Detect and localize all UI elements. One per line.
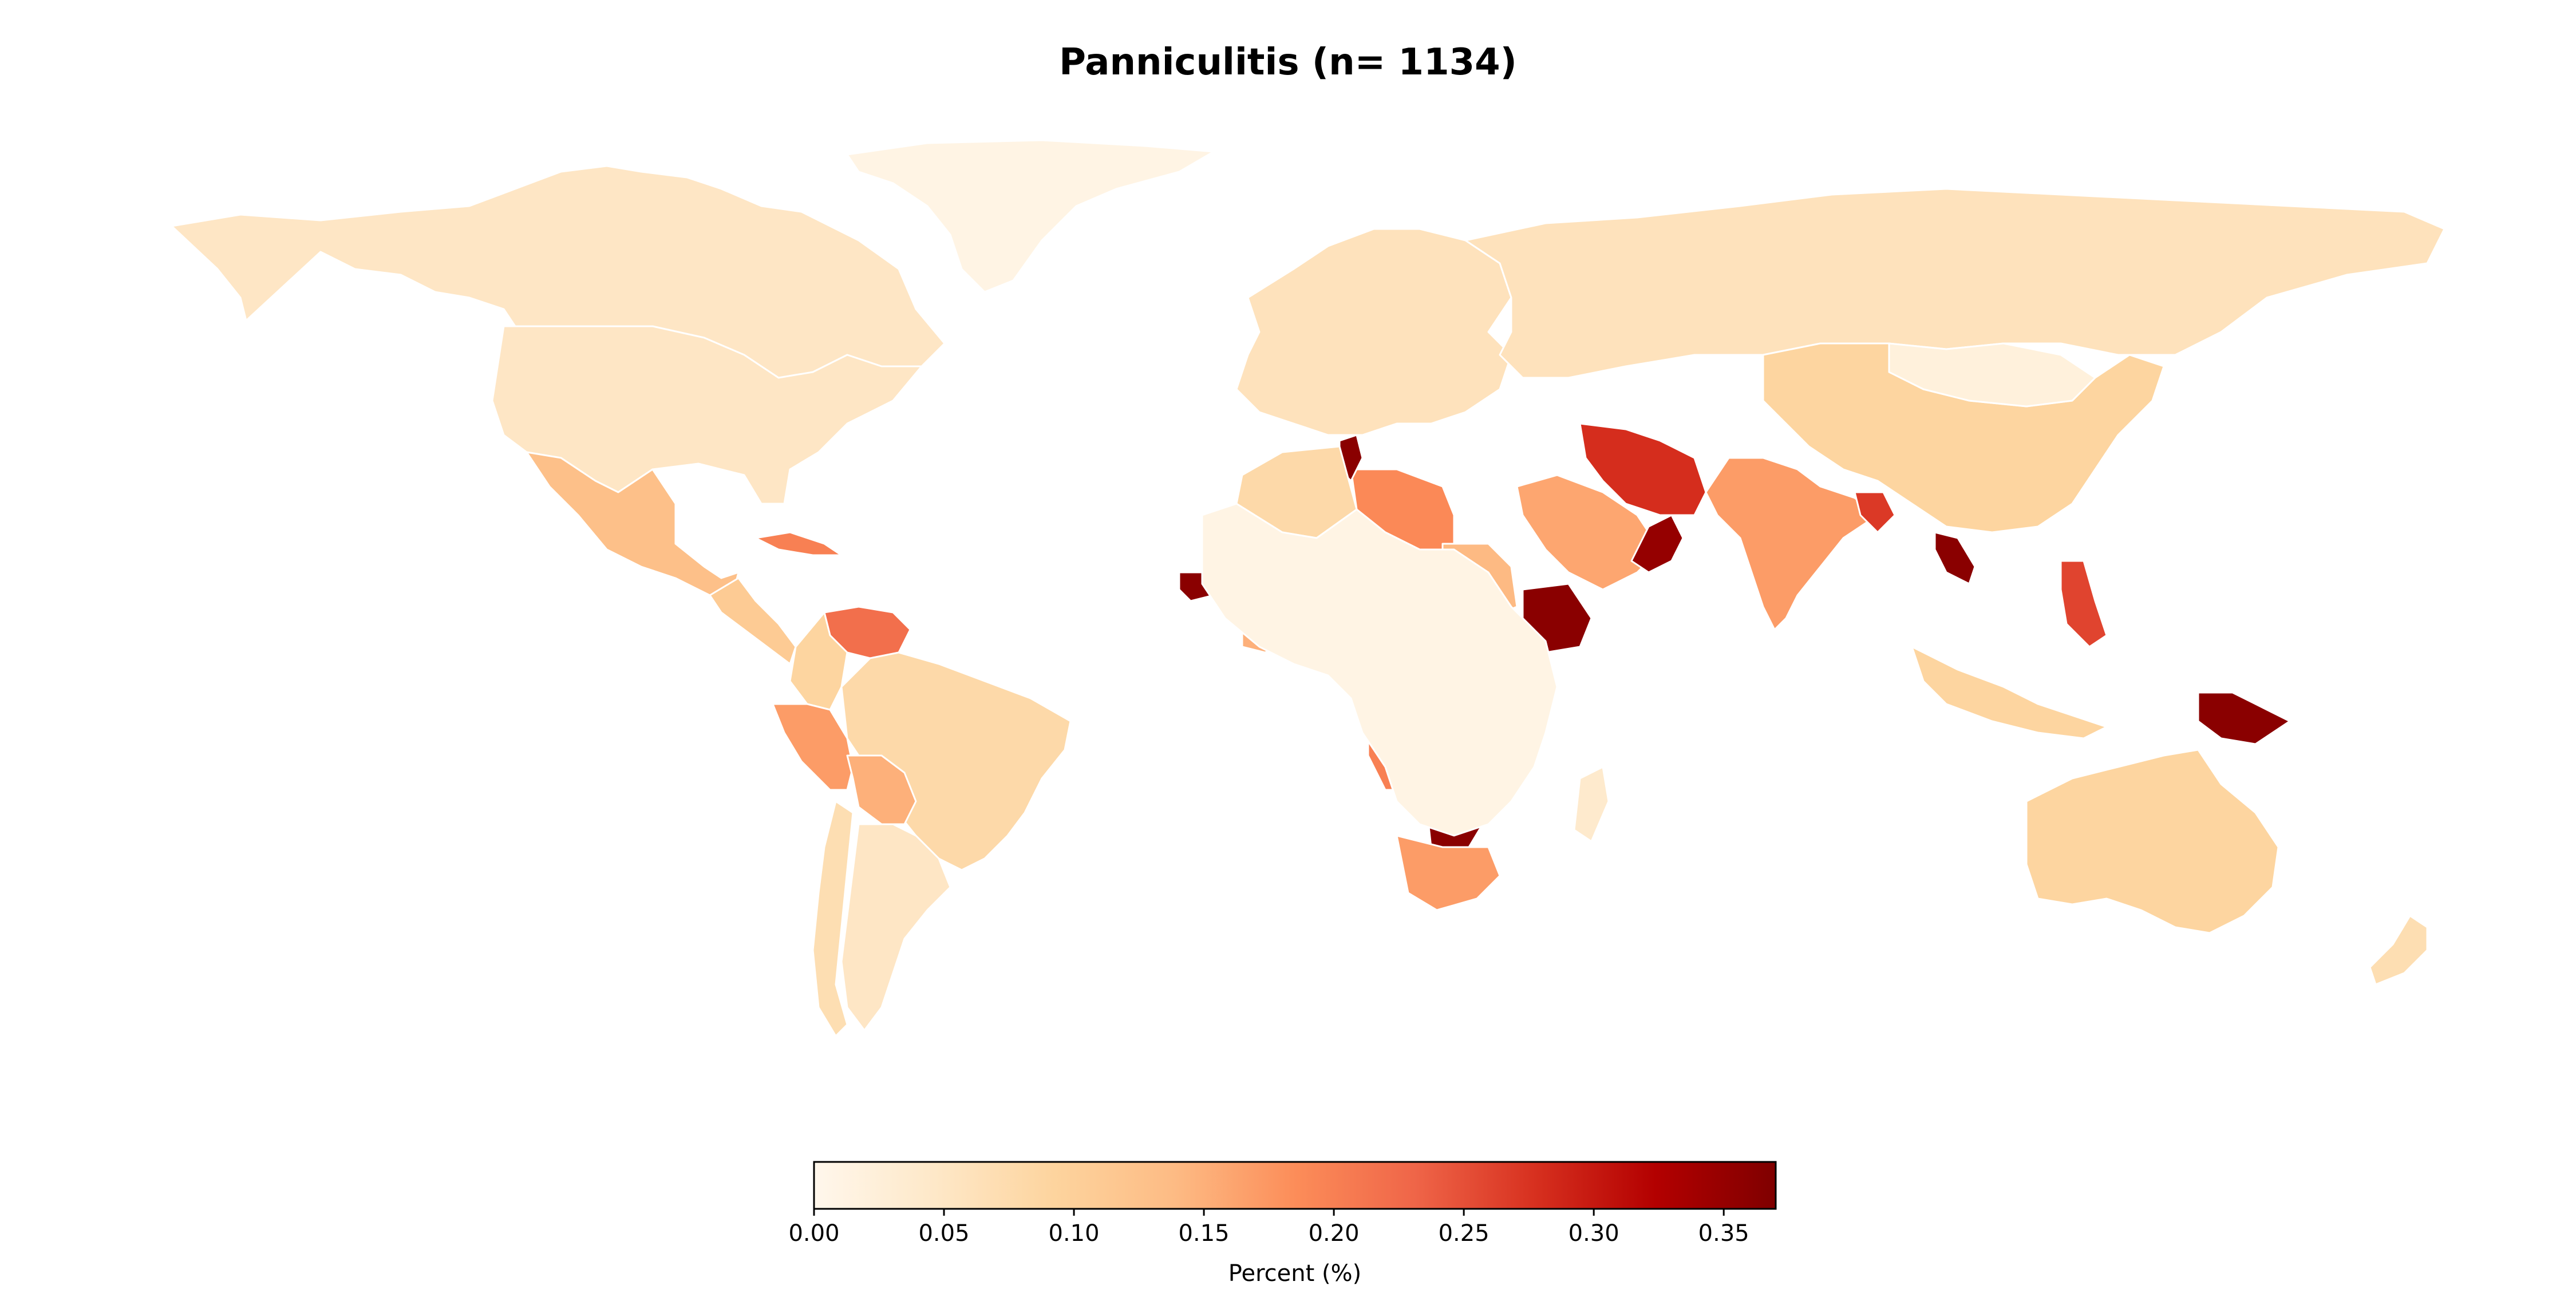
country-central-africa bbox=[1201, 503, 1558, 837]
country-chile bbox=[812, 800, 854, 1037]
colorbar-tick-label: 0.25 bbox=[1439, 1220, 1490, 1247]
country-peru bbox=[772, 703, 854, 791]
country-laos bbox=[1934, 531, 1976, 585]
country-oman bbox=[1630, 514, 1684, 574]
country-new-zealand bbox=[2369, 915, 2428, 986]
country-central-america bbox=[709, 577, 797, 665]
country-cuba bbox=[754, 531, 843, 556]
country-madagascar bbox=[1573, 766, 1610, 843]
country-mongolia bbox=[1888, 342, 2096, 408]
country-bangladesh bbox=[1854, 491, 1896, 533]
country-south-africa bbox=[1396, 835, 1501, 911]
country-iran bbox=[1579, 422, 1707, 516]
colorbar-tick-label: 0.35 bbox=[1698, 1220, 1749, 1247]
colorbar-gradient bbox=[813, 1161, 1777, 1210]
country-australia bbox=[2025, 749, 2279, 934]
country-europe bbox=[1235, 228, 1512, 436]
country-argentina bbox=[840, 823, 951, 1031]
colorbar-tick-label: 0.30 bbox=[1568, 1220, 1619, 1247]
colorbar-label: Percent (%) bbox=[1228, 1260, 1361, 1287]
country-india bbox=[1705, 457, 1879, 631]
colorbar-tick-label: 0.15 bbox=[1179, 1220, 1230, 1247]
country-philippines bbox=[2060, 560, 2108, 648]
country-greenland bbox=[846, 139, 1215, 293]
map-title: Panniculitis (n= 1134) bbox=[1059, 41, 1517, 84]
country-papua-new-guinea bbox=[2197, 691, 2291, 745]
colorbar-tick-label: 0.05 bbox=[918, 1220, 969, 1247]
world-map bbox=[171, 139, 2445, 1037]
country-russia bbox=[1464, 188, 2445, 379]
country-mexico bbox=[526, 451, 740, 596]
country-indonesia bbox=[1911, 646, 2108, 739]
colorbar-tick-label: 0.20 bbox=[1309, 1220, 1360, 1247]
country-saudi-arabia bbox=[1516, 474, 1661, 591]
country-bolivia bbox=[846, 754, 917, 825]
colorbar-tick-label: 0.10 bbox=[1049, 1220, 1100, 1247]
colorbar-tick-label: 0.00 bbox=[788, 1220, 839, 1247]
